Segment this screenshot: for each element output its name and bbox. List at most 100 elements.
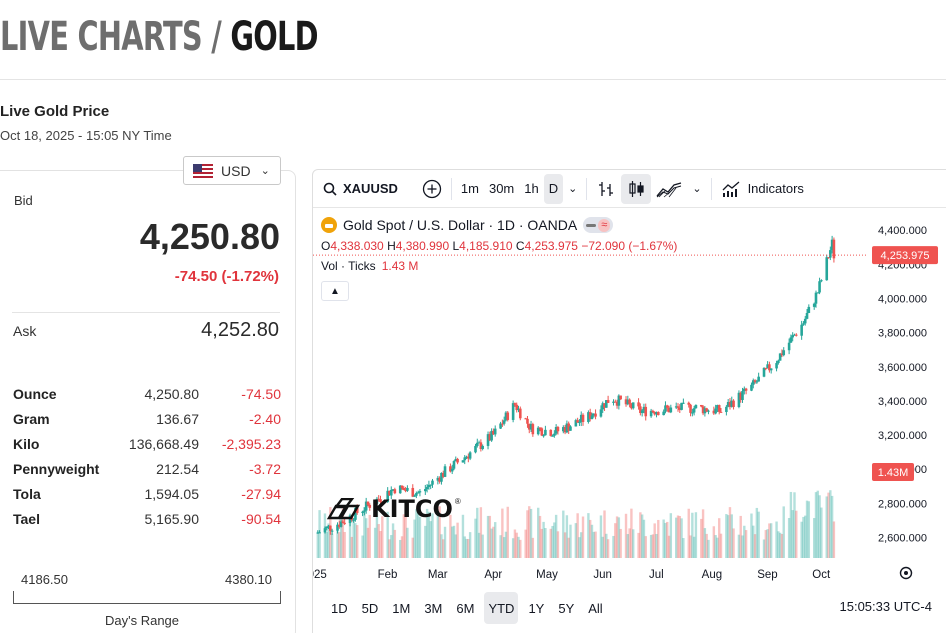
interval-1h[interactable]: 1h: [524, 181, 539, 196]
candle-body: [467, 456, 470, 459]
volume-bar: [812, 518, 816, 558]
volume-bar: [529, 508, 533, 558]
candle-body: [667, 407, 671, 413]
candle-body: [400, 485, 404, 488]
unit-change: -74.50: [241, 386, 281, 402]
volume-bar: [330, 533, 334, 558]
volume-bar: [800, 521, 803, 558]
volume-bar: [775, 521, 778, 558]
unit-price: 1,594.05: [144, 486, 200, 502]
bar-style-button[interactable]: [591, 174, 621, 204]
range-6m[interactable]: 6M: [456, 600, 475, 616]
candle-body: [613, 401, 617, 403]
candle-body: [599, 409, 603, 417]
search-icon: [323, 182, 337, 196]
chart-clock[interactable]: 15:05:33 UTC-4: [839, 599, 933, 614]
candle-body: [504, 412, 508, 421]
candle-body: [493, 428, 497, 435]
candle-body: [692, 408, 696, 413]
range-5d[interactable]: 5D: [361, 600, 379, 616]
candle-body: [782, 350, 786, 356]
volume-bar: [750, 513, 753, 558]
volume-bar: [769, 523, 773, 558]
candle-body: [373, 503, 377, 508]
volume-bar: [325, 532, 328, 558]
volume-bar: [404, 508, 407, 558]
volume-bar: [486, 515, 490, 558]
candle-body: [511, 403, 515, 420]
candle-body: [381, 501, 384, 503]
interval-d[interactable]: D: [543, 173, 564, 204]
high-value: 4,380.990: [395, 239, 450, 253]
candle-body: [316, 532, 320, 534]
interval-30m[interactable]: 30m: [488, 181, 515, 196]
volume-bar: [329, 507, 332, 558]
volume-bar: [782, 506, 785, 558]
price-chart[interactable]: 4,400.0004,200.0004,000.0003,800.0003,60…: [313, 208, 946, 590]
volume-bar: [590, 524, 594, 558]
candle-body: [825, 257, 829, 281]
volume-bar: [501, 508, 504, 558]
compare-button[interactable]: [417, 174, 447, 204]
candle-body: [567, 423, 570, 431]
volume-bar: [619, 528, 622, 558]
candle-body: [755, 381, 759, 383]
candle-body: [463, 457, 467, 461]
unit-price: 136,668.49: [128, 436, 199, 452]
volume-bar: [526, 510, 529, 558]
candle-body: [691, 412, 694, 414]
volume-bar: [807, 501, 811, 558]
collapse-legend-button[interactable]: ▲: [321, 281, 349, 301]
interval-1m[interactable]: 1m: [460, 181, 479, 196]
volume-bar: [780, 533, 784, 558]
range-all[interactable]: All: [588, 600, 603, 616]
range-1y[interactable]: 1Y: [528, 600, 545, 616]
bid-label: Bid: [14, 193, 33, 208]
symbol-search[interactable]: XAUUSD: [313, 174, 403, 204]
volume-bar: [461, 514, 465, 558]
candle-body: [429, 484, 432, 486]
volume-bar: [567, 537, 570, 558]
chart-type-dropdown[interactable]: ⌄: [687, 174, 706, 204]
gear-icon: [899, 566, 913, 580]
chart-widget: [312, 169, 946, 633]
volume-bar: [766, 529, 769, 558]
volume-bar: [429, 521, 432, 558]
volume-bar: [612, 535, 615, 558]
range-1m[interactable]: 1M: [392, 600, 411, 616]
volume-bar: [316, 531, 319, 558]
indicators-button[interactable]: Indicators: [716, 174, 809, 204]
candle-body: [544, 429, 547, 436]
candle-body: [486, 434, 490, 446]
area-style-button[interactable]: [651, 174, 687, 204]
candles-style-button[interactable]: [621, 173, 652, 204]
unit-row-pennyweight: Pennyweight 212.54 -3.72: [13, 459, 281, 484]
range-3m[interactable]: 3M: [424, 600, 443, 616]
volume-bar: [504, 531, 508, 558]
volume-bar: [712, 526, 716, 558]
currency-select[interactable]: USD ⌄: [183, 156, 281, 185]
candle-body: [630, 403, 633, 409]
candle-body: [753, 380, 757, 382]
page-title: LIVE CHARTS / GOLD: [0, 14, 319, 60]
candle-body: [517, 408, 520, 411]
volume-bar: [707, 539, 710, 558]
unit-change: -27.94: [241, 486, 281, 502]
range-1d[interactable]: 1D: [331, 600, 348, 616]
candle-body: [594, 413, 597, 417]
interval-dropdown[interactable]: ⌄: [563, 174, 582, 204]
candle-body: [656, 411, 660, 416]
volume-bar: [554, 514, 558, 558]
candle-body: [579, 414, 583, 423]
range-ytd[interactable]: YTD: [484, 592, 519, 624]
page-title-prefix: LIVE CHARTS /: [0, 14, 222, 60]
candle-body: [468, 452, 472, 459]
volume-bar: [592, 531, 595, 558]
volume-bar: [739, 515, 742, 558]
kitco-logo-text: KITCO: [371, 495, 453, 523]
candle-body: [556, 426, 560, 432]
y-tick-label: 4,400.000: [878, 225, 927, 237]
range-5y[interactable]: 5Y: [558, 600, 575, 616]
volume-bar: [802, 516, 805, 558]
toolbar-separator: [710, 177, 712, 200]
